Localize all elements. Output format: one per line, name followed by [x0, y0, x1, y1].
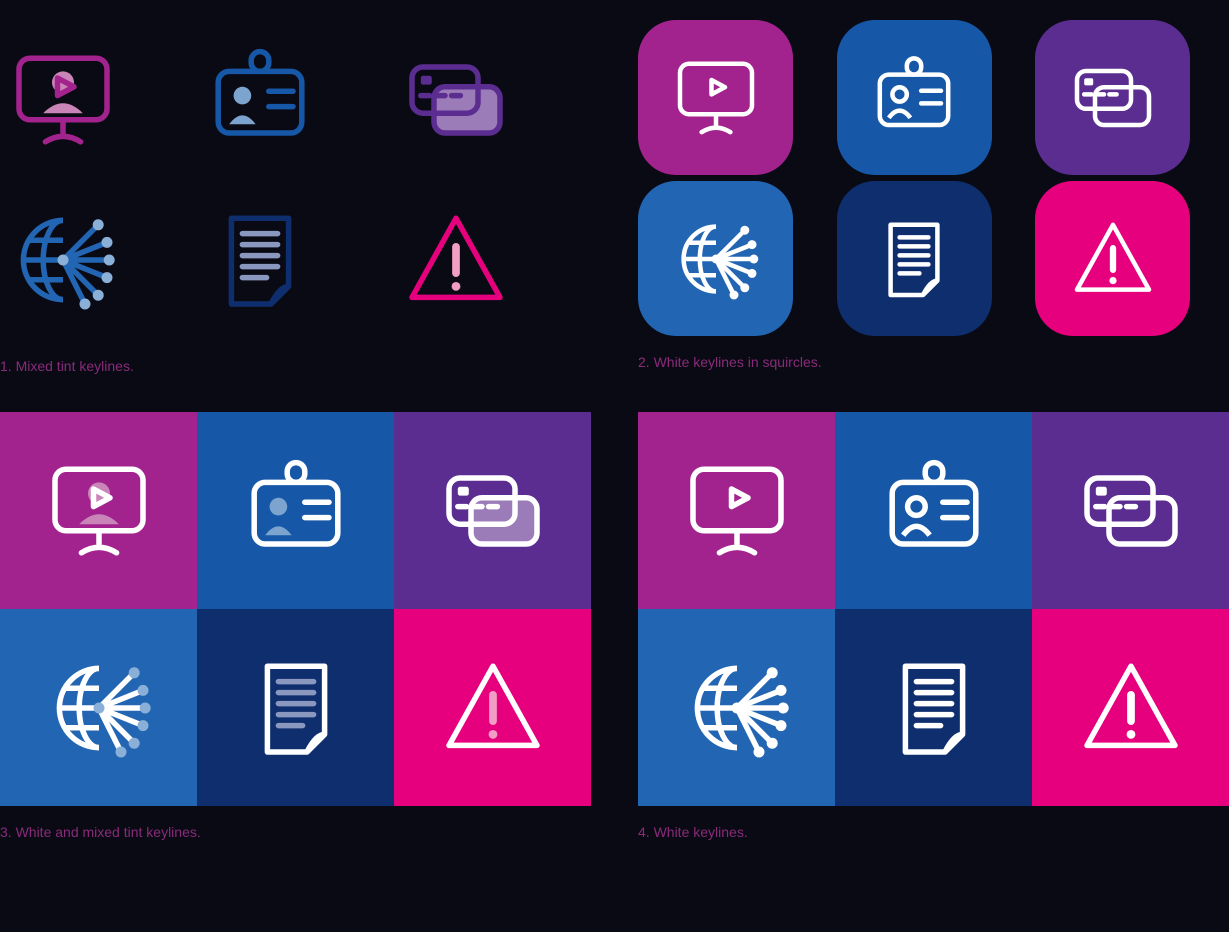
document-icon	[197, 180, 393, 340]
globe-network-icon	[638, 609, 835, 806]
caption-1: 1. Mixed tint keylines.	[0, 358, 590, 374]
webinar-icon	[638, 412, 835, 609]
id-badge-icon	[837, 20, 992, 175]
panel-squircles: 2. White keylines in squircles.	[638, 20, 1228, 382]
credit-cards-icon	[1032, 412, 1229, 609]
webinar-icon	[0, 20, 196, 180]
document-icon	[837, 181, 992, 336]
warning-icon	[1032, 609, 1229, 806]
warning-icon	[393, 180, 589, 340]
id-badge-icon	[835, 412, 1032, 609]
caption-4: 4. White keylines.	[638, 824, 1228, 840]
caption-2: 2. White keylines in squircles.	[638, 354, 1228, 370]
panel-white-mixed: 3. White and mixed tint keylines.	[0, 412, 590, 848]
globe-network-icon	[0, 609, 197, 806]
panel-white: 4. White keylines.	[638, 412, 1228, 848]
panel-mixed-tint: 1. Mixed tint keylines.	[0, 20, 590, 382]
webinar-icon	[0, 412, 197, 609]
warning-icon	[1035, 181, 1190, 336]
credit-cards-icon	[393, 20, 589, 180]
warning-icon	[394, 609, 591, 806]
caption-3: 3. White and mixed tint keylines.	[0, 824, 590, 840]
globe-network-icon	[0, 180, 196, 340]
id-badge-icon	[197, 20, 393, 180]
document-icon	[197, 609, 394, 806]
id-badge-icon	[197, 412, 394, 609]
credit-cards-icon	[1035, 20, 1190, 175]
credit-cards-icon	[394, 412, 591, 609]
webinar-icon	[638, 20, 793, 175]
document-icon	[835, 609, 1032, 806]
globe-network-icon	[638, 181, 793, 336]
